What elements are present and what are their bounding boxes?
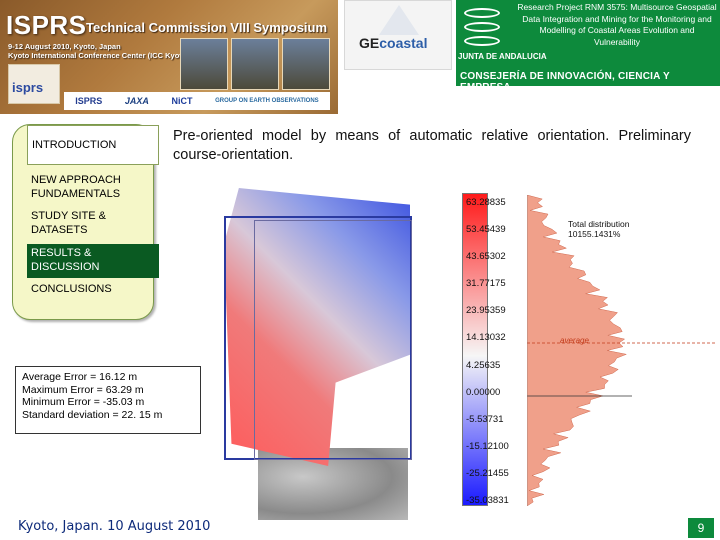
isprs-title: ISPRS bbox=[6, 10, 87, 40]
junta-banner: JUNTA DE ANDALUCIA Research Project RNM … bbox=[456, 0, 720, 93]
colorbar-label: -15.12100 bbox=[466, 440, 509, 452]
standard-deviation: Standard deviation = 22. 15 m bbox=[22, 408, 163, 421]
isprs-date: 9-12 August 2010, Kyoto, Japan Kyoto Int… bbox=[8, 42, 189, 60]
colorbar-label: 43.65302 bbox=[466, 251, 506, 263]
colorbar-label: 53.45439 bbox=[466, 224, 506, 236]
footer-date: Kyoto, Japan. 10 August 2010 bbox=[18, 519, 211, 534]
gecoastal-suffix: coastal bbox=[379, 35, 428, 51]
banner-photo bbox=[180, 38, 228, 90]
histogram bbox=[527, 195, 717, 506]
histogram-average-label: average bbox=[560, 336, 589, 345]
isprs-date-line2: Kyoto International Conference Center (I… bbox=[8, 51, 189, 60]
isprs-date-line1: 9-12 August 2010, Kyoto, Japan bbox=[8, 42, 121, 51]
colorbar-label: -25.21455 bbox=[466, 467, 509, 479]
colorbar-label: 0.00000 bbox=[466, 386, 501, 398]
colorbar-label: -35.03831 bbox=[466, 495, 509, 506]
sponsor-jaxa: JAXA bbox=[124, 96, 149, 106]
sponsor-geo: GROUP ON EARTH OBSERVATIONS bbox=[215, 97, 319, 104]
page-number: 9 bbox=[688, 518, 714, 538]
gecoastal-prefix: GE bbox=[359, 35, 380, 51]
gecoastal-text: GEcoastal bbox=[359, 35, 427, 51]
research-project: Research Project RNM 3575: Multisource G… bbox=[517, 2, 717, 47]
dem-frame-inner bbox=[254, 220, 412, 460]
histogram-distribution bbox=[527, 195, 628, 506]
dem-error-map bbox=[218, 186, 456, 526]
banner-photo bbox=[282, 38, 330, 90]
histogram-title: Total distribution 10155.1431% bbox=[568, 219, 629, 239]
minimum-error: Minimum Error = -35.03 m bbox=[22, 396, 145, 408]
nav-item-new-approach[interactable]: NEW APPROACH FUNDAMENTALS bbox=[31, 174, 121, 200]
dem-hillshade bbox=[258, 448, 408, 520]
colorbar bbox=[462, 193, 488, 506]
junta-logo-icon bbox=[462, 4, 502, 50]
nav-item-conclusions[interactable]: CONCLUSIONS bbox=[31, 283, 112, 295]
colorbar-label: 14.13032 bbox=[466, 332, 506, 344]
histogram-title-line1: Total distribution bbox=[568, 219, 630, 229]
gecoastal-logo: GEcoastal bbox=[344, 0, 452, 70]
sponsor-nict: NiCT bbox=[171, 96, 193, 106]
colorbar-label: -5.53731 bbox=[466, 413, 504, 425]
isprs-logo: isprs bbox=[12, 80, 44, 95]
section-nav: INTRODUCTION NEW APPROACH FUNDAMENTALS S… bbox=[12, 124, 159, 320]
isprs-emblem bbox=[8, 64, 60, 104]
nav-item-study-site[interactable]: STUDY SITE & DATASETS bbox=[31, 210, 106, 236]
nav-item-results[interactable]: RESULTS & DISCUSSION bbox=[27, 244, 159, 278]
colorbar-label: 31.77175 bbox=[466, 278, 506, 290]
maximum-error: Maximum Error = 63.29 m bbox=[22, 383, 144, 396]
sponsor-strip: ISPRS JAXA NiCT GROUP ON EARTH OBSERVATI… bbox=[64, 92, 330, 110]
histogram-title-line2: 10155.1431% bbox=[568, 229, 621, 239]
colorbar-label: 63.28835 bbox=[466, 197, 506, 208]
gecoastal-triangle-icon bbox=[379, 5, 419, 35]
isprs-subtitle: Technical Commission VIII Symposium bbox=[86, 20, 328, 35]
average-error: Average Error = 16.12 m bbox=[22, 371, 138, 383]
consejeria: CONSEJERÍA DE INNOVACIÓN, CIENCIA Y EMPR… bbox=[460, 71, 670, 93]
colorbar-label: 23.95359 bbox=[466, 305, 506, 317]
colorbar-label: 4.25635 bbox=[466, 359, 501, 371]
nav-item-introduction[interactable]: INTRODUCTION bbox=[27, 125, 159, 165]
banner-photo bbox=[231, 38, 279, 90]
slide-heading: Pre-oriented model by means of automatic… bbox=[173, 128, 691, 163]
sponsor-isprs: ISPRS bbox=[75, 96, 103, 106]
banner-photos bbox=[180, 38, 330, 90]
junta-name: JUNTA DE ANDALUCIA bbox=[458, 52, 547, 61]
error-stats-box: Average Error = 16.12 m Maximum Error = … bbox=[15, 366, 201, 434]
isprs-banner: ISPRS Technical Commission VIII Symposiu… bbox=[0, 0, 338, 114]
